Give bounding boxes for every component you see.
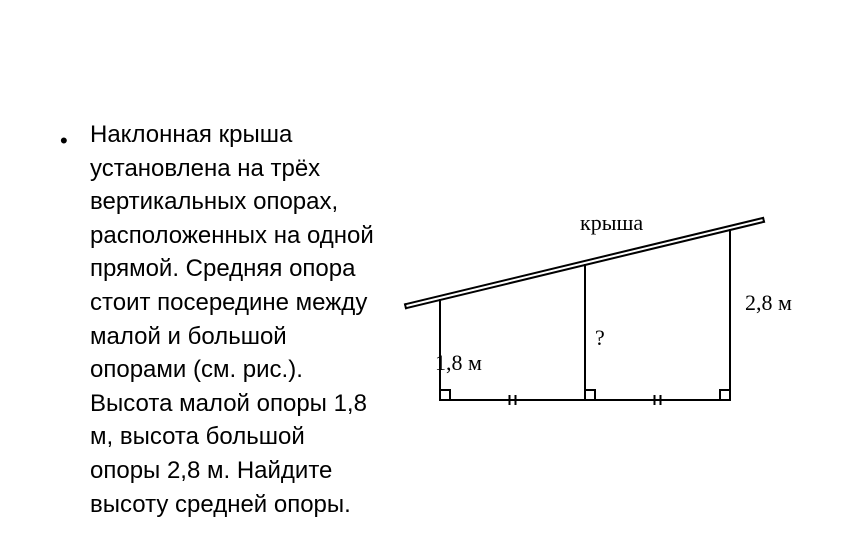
slide: • Наклонная крыша установлена на трёх ве… bbox=[0, 0, 868, 555]
label-left-height: 1,8 м bbox=[435, 350, 482, 376]
label-roof: крыша bbox=[580, 210, 643, 236]
label-right-height: 2,8 м bbox=[745, 290, 792, 316]
problem-text: Наклонная крыша установлена на трёх верт… bbox=[90, 118, 380, 521]
bullet-glyph: • bbox=[60, 130, 68, 152]
roof-diagram: крыша 1,8 м 2,8 м ? bbox=[400, 150, 820, 450]
label-mid-height: ? bbox=[595, 325, 605, 351]
